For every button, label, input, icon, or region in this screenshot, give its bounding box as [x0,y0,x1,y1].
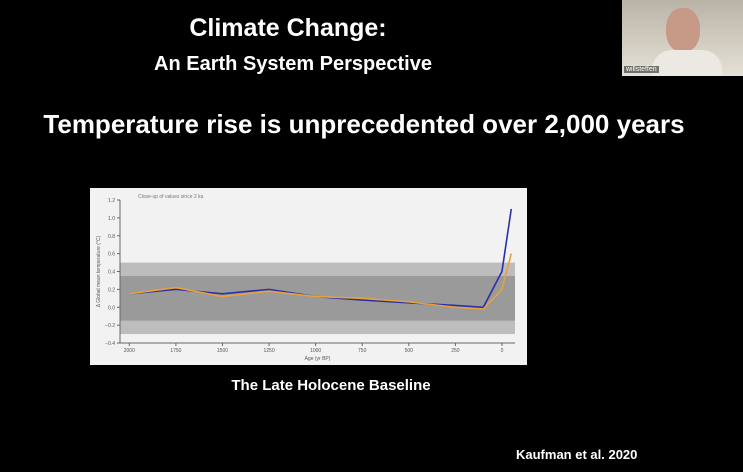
temperature-line [129,253,513,310]
slide-title: Climate Change: [189,14,387,42]
participant-face [666,8,700,52]
x-axis-label: Age (yr BP) [305,356,331,362]
x-tick-label: 1500 [217,348,228,354]
x-tick-label: 2000 [124,348,135,354]
participant-body [652,50,722,76]
y-axis-label: Δ Global mean temperature (°C) [96,235,102,307]
participant-name: willsteffen [624,66,659,73]
x-tick-label: 250 [451,348,460,354]
y-tick-label: 0.8 [108,234,115,240]
y-tick-label: 0.6 [108,252,115,258]
temperature-line [129,208,513,309]
slide-subtitle: An Earth System Perspective [154,53,432,75]
headline: Temperature rise is unprecedented over 2… [43,109,685,139]
y-tick-label: 1.0 [108,216,115,222]
x-tick-label: 1750 [170,348,181,354]
x-tick-label: 1000 [310,348,321,354]
citation: Kaufman et al. 2020 [516,447,638,462]
y-tick-label: −0.4 [105,341,115,347]
envelope-inner [120,275,515,321]
annotation: Close-up of values since 2 ka [138,194,204,200]
video-tile[interactable]: willsteffen [622,0,743,76]
y-tick-label: 0.2 [108,287,115,293]
y-tick-label: 1.2 [108,198,115,204]
x-tick-label: 1250 [263,348,274,354]
figure: −0.4 −0.2 0.0 0.2 0.4 0.6 0.8 1.0 1.2 2000 1750 150… [90,188,527,365]
x-tick-label: 0 [501,348,504,354]
y-tick-label: 0.0 [108,305,115,311]
x-tick-label: 750 [358,348,367,354]
y-tick-label: 0.4 [108,270,115,276]
y-tick-label: −0.2 [105,323,115,329]
x-tick-label: 500 [405,348,414,354]
caption: The Late Holocene Baseline [231,377,431,394]
